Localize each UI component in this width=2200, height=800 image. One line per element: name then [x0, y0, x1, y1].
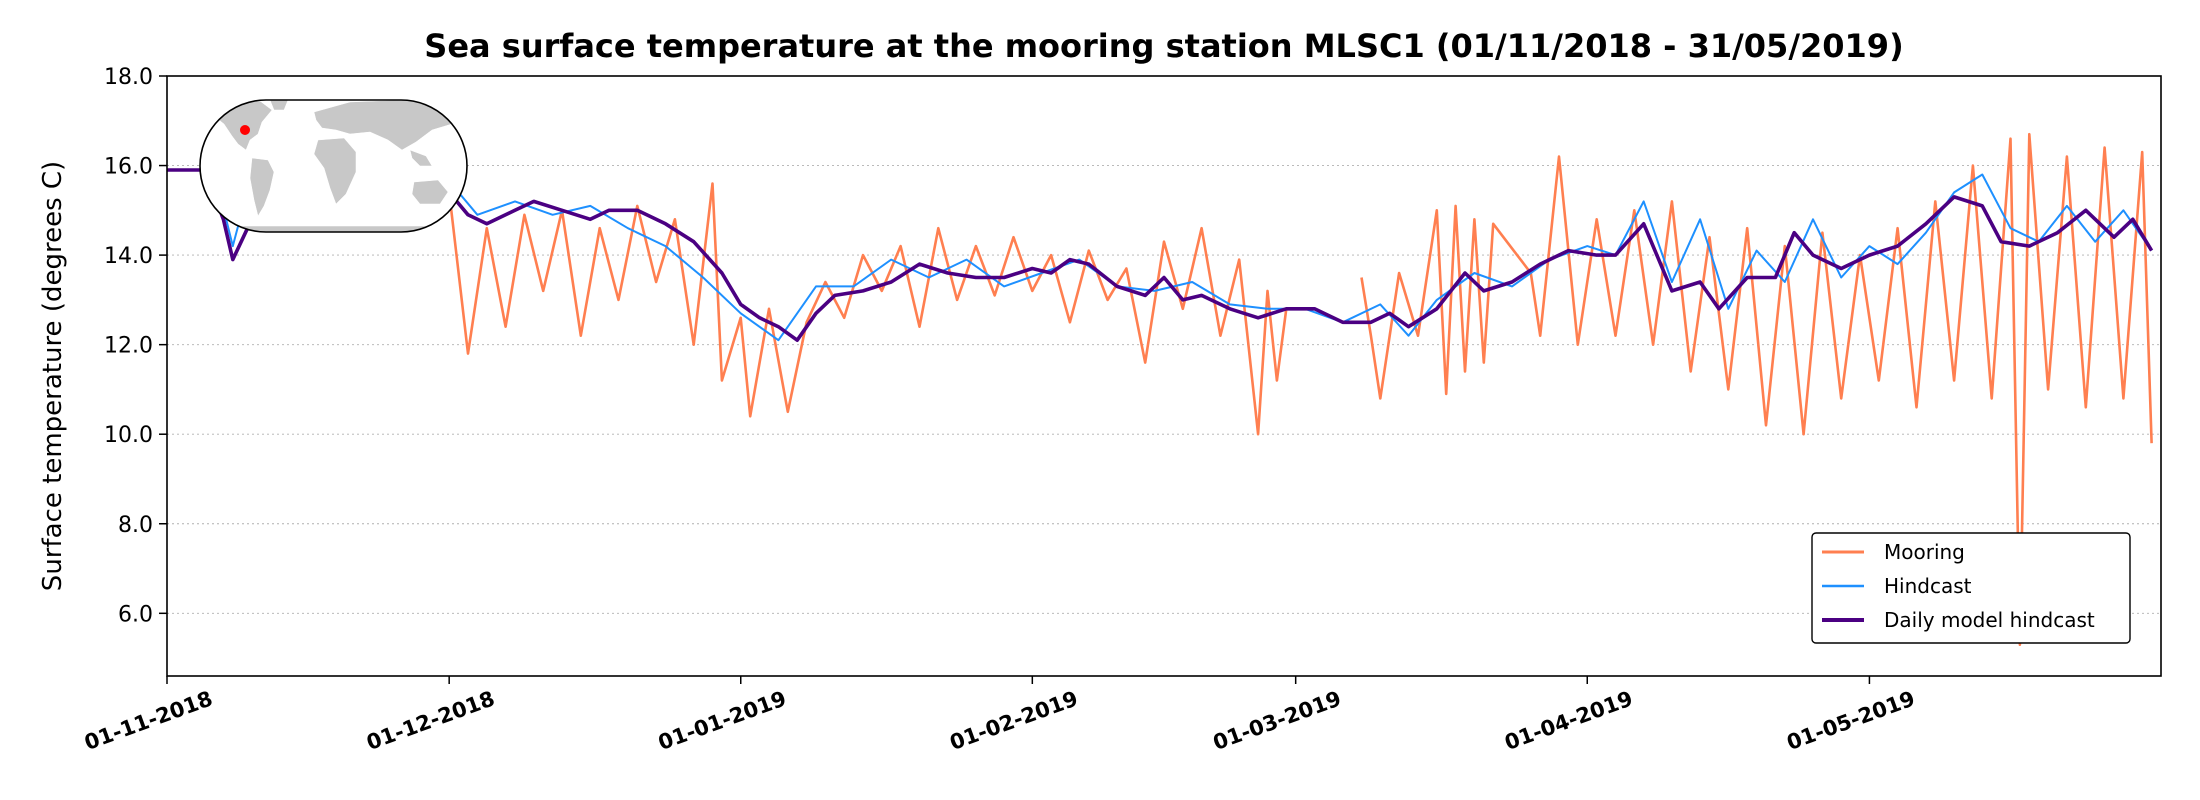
x-tick-label: 01-03-2019 [1210, 686, 1344, 754]
station-location-marker [240, 125, 250, 135]
antarctica-shape [200, 225, 467, 232]
y-tick-label: 14.0 [104, 244, 153, 269]
legend-label-daily-model-hindcast: Daily model hindcast [1884, 608, 2095, 632]
legend: Mooring Hindcast Daily model hindcast [1811, 532, 2131, 644]
y-tick-label: 8.0 [118, 513, 153, 538]
x-tick-label: 01-02-2019 [947, 686, 1081, 754]
greenland-shape [269, 100, 289, 111]
south-america-shape [249, 157, 275, 217]
y-tick-label: 16.0 [104, 155, 153, 180]
legend-label-hindcast: Hindcast [1884, 574, 1972, 598]
y-axis-ticks: 6.0 8.0 10.0 12.0 14.0 16.0 18.0 [104, 65, 167, 627]
australia-shape [411, 179, 449, 205]
x-tick-label: 01-04-2019 [1502, 686, 1636, 754]
y-tick-label: 6.0 [118, 602, 153, 627]
legend-box [1811, 532, 2131, 644]
plot-frame [166, 75, 2162, 677]
y-tick-label: 12.0 [104, 334, 153, 359]
x-tick-label: 01-11-2018 [81, 686, 215, 754]
africa-shape [313, 137, 357, 205]
x-tick-label: 01-12-2018 [363, 686, 497, 754]
southeast-asia-shape [409, 149, 433, 167]
x-tick-label: 01-05-2019 [1784, 686, 1918, 754]
chart-title: Sea surface temperature at the mooring s… [424, 27, 1903, 65]
legend-label-mooring: Mooring [1884, 540, 1965, 564]
y-tick-label: 18.0 [104, 65, 153, 90]
inset-world-map [199, 99, 468, 233]
inset-border [199, 99, 468, 233]
x-axis-ticks: 01-11-2018 01-12-2018 01-01-2019 01-02-2019… [81, 676, 1918, 755]
y-axis-label: Surface temperature (degrees C) [38, 161, 68, 591]
y-tick-label: 10.0 [104, 423, 153, 448]
x-tick-label: 01-01-2019 [655, 686, 789, 754]
